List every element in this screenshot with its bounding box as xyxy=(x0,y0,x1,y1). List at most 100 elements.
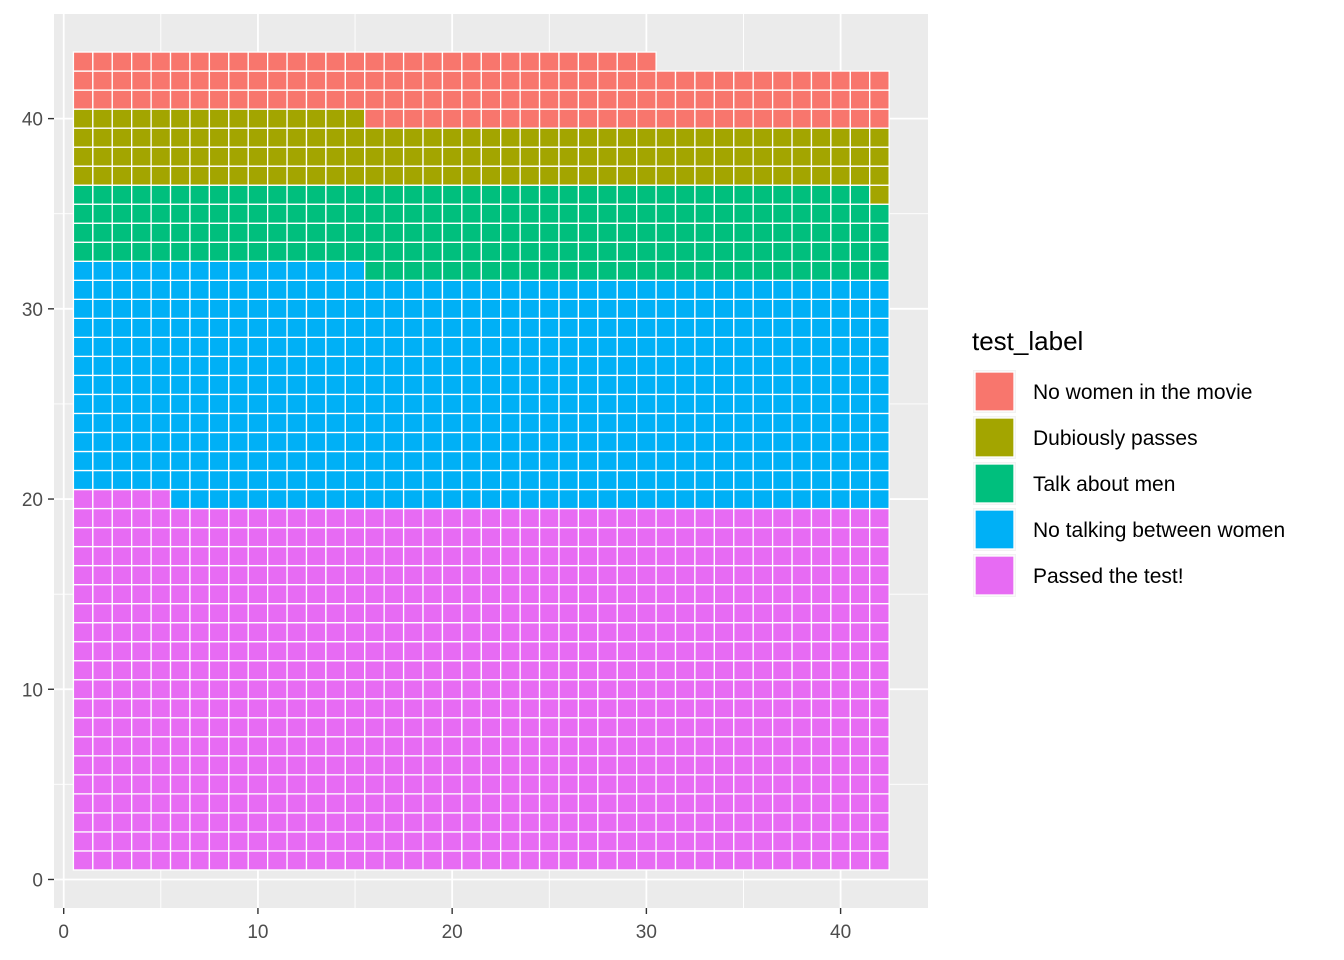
waffle-tile xyxy=(480,184,502,205)
waffle-tile xyxy=(344,469,366,491)
waffle-tile xyxy=(247,698,269,719)
waffle-tile xyxy=(286,679,308,700)
waffle-tile xyxy=(305,603,327,624)
waffle-tile xyxy=(558,793,580,814)
waffle-tile xyxy=(713,641,735,662)
waffle-tile xyxy=(694,165,716,186)
waffle-tile xyxy=(713,241,735,262)
waffle-tile xyxy=(519,165,541,186)
waffle-tile xyxy=(636,89,657,110)
waffle-tile xyxy=(597,279,618,300)
waffle-tile xyxy=(228,603,249,624)
waffle-tile xyxy=(305,755,327,776)
waffle-tile xyxy=(325,374,346,396)
waffle-tile xyxy=(597,412,618,434)
waffle-tile xyxy=(655,184,677,205)
waffle-tile xyxy=(169,793,191,814)
waffle-tile xyxy=(402,698,424,719)
waffle-tile xyxy=(810,812,832,833)
waffle-tile xyxy=(830,507,851,529)
waffle-tile xyxy=(538,641,560,662)
waffle-tile xyxy=(325,755,346,776)
waffle-tile xyxy=(752,488,774,510)
waffle-tile xyxy=(286,89,308,110)
waffle-tile xyxy=(869,317,890,339)
waffle-tile xyxy=(461,507,482,529)
waffle-tile xyxy=(538,736,560,757)
waffle-tile xyxy=(771,279,793,300)
waffle-tile xyxy=(869,393,890,415)
waffle-tile xyxy=(364,279,385,300)
waffle-tile xyxy=(480,469,502,491)
waffle-tile xyxy=(771,755,793,776)
waffle-tile xyxy=(325,698,346,719)
waffle-tile xyxy=(849,393,871,415)
waffle-tile xyxy=(616,622,638,643)
waffle-tile xyxy=(480,146,502,167)
waffle-tile xyxy=(402,146,424,167)
waffle-tile xyxy=(383,507,405,529)
waffle-tile xyxy=(169,260,191,281)
waffle-tile xyxy=(830,793,851,814)
waffle-tile xyxy=(228,660,249,681)
waffle-tile xyxy=(733,660,754,681)
waffle-tile xyxy=(92,241,113,262)
waffle-tile xyxy=(266,545,288,567)
waffle-tile xyxy=(694,89,716,110)
waffle-tile xyxy=(208,51,230,72)
waffle-tile xyxy=(616,736,638,757)
waffle-tile xyxy=(616,564,638,586)
waffle-tile xyxy=(266,698,288,719)
waffle-tile xyxy=(752,793,774,814)
waffle-tile xyxy=(849,336,871,358)
waffle-tile xyxy=(402,793,424,814)
waffle-tile xyxy=(111,603,133,624)
waffle-tile xyxy=(674,793,696,814)
waffle-tile xyxy=(92,564,113,586)
waffle-tile xyxy=(810,298,832,319)
waffle-tile xyxy=(500,850,521,871)
waffle-tile xyxy=(111,488,133,510)
waffle-tile xyxy=(616,469,638,491)
waffle-tile xyxy=(228,622,249,643)
waffle-tile xyxy=(849,317,871,339)
waffle-tile xyxy=(247,507,269,529)
waffle-tile xyxy=(597,260,618,281)
waffle-tile xyxy=(558,755,580,776)
waffle-tile xyxy=(247,793,269,814)
waffle-tile xyxy=(830,831,851,852)
waffle-tile xyxy=(402,660,424,681)
waffle-tile xyxy=(150,222,172,243)
waffle-tile xyxy=(247,298,269,319)
waffle-tile xyxy=(713,393,735,415)
waffle-tile xyxy=(364,241,385,262)
waffle-tile xyxy=(344,336,366,358)
waffle-tile xyxy=(849,641,871,662)
waffle-tile xyxy=(344,393,366,415)
waffle-tile xyxy=(752,298,774,319)
waffle-tile xyxy=(849,564,871,586)
waffle-tile xyxy=(636,488,657,510)
waffle-tile xyxy=(305,507,327,529)
waffle-tile xyxy=(713,812,735,833)
waffle-tile xyxy=(325,717,346,738)
waffle-tile xyxy=(72,679,94,700)
waffle-tile xyxy=(305,622,327,643)
waffle-tile xyxy=(383,146,405,167)
waffle-tile xyxy=(208,774,230,795)
waffle-tile xyxy=(674,717,696,738)
waffle-tile xyxy=(402,679,424,700)
waffle-tile xyxy=(286,127,308,148)
waffle-tile xyxy=(830,545,851,567)
waffle-tile xyxy=(849,812,871,833)
waffle-tile xyxy=(655,622,677,643)
waffle-tile xyxy=(402,603,424,624)
waffle-tile xyxy=(228,203,249,224)
waffle-tile xyxy=(830,488,851,510)
waffle-tile xyxy=(92,165,113,186)
waffle-tile xyxy=(480,431,502,453)
waffle-tile xyxy=(752,717,774,738)
waffle-tile xyxy=(364,469,385,491)
waffle-tile xyxy=(791,450,813,472)
waffle-tile xyxy=(364,89,385,110)
